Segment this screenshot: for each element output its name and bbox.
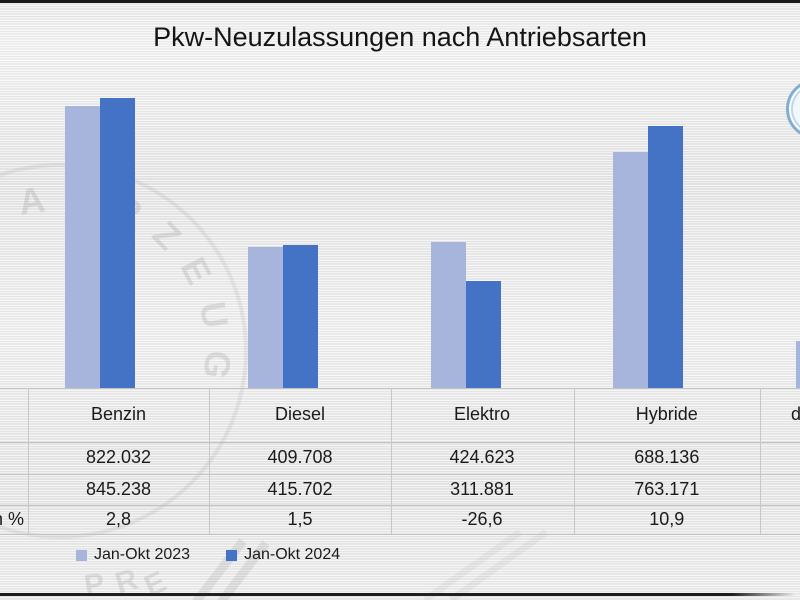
table-col-border-4 <box>760 388 761 534</box>
table-row-label-2: n % <box>0 509 24 529</box>
watermark-slashes-faint <box>422 529 549 600</box>
legend-swatch-2023 <box>76 549 87 561</box>
legend-item-2024: Jan-Okt 2024 <box>226 546 340 564</box>
table-header-benzin: Benzin <box>90 404 147 424</box>
table-row-border-4 <box>0 534 800 535</box>
table-cell-r0-c0: 822.032 <box>85 447 152 467</box>
legend-label-2024: Jan-Okt 2024 <box>244 546 341 563</box>
bar-jan-okt-2024-elektro <box>465 281 501 388</box>
table-cell-r1-c2: 311.881 <box>450 479 514 499</box>
table-cell-r1-c1: 415.702 <box>267 479 333 499</box>
table-cell-r2-c0: 2,8 <box>105 509 132 529</box>
bar-jan-okt-2023-elektro <box>430 242 466 388</box>
table-row-border-0 <box>0 388 800 389</box>
bar-jan-okt-2023-diesel <box>248 247 283 388</box>
bar-jan-okt-2023-benzin <box>65 106 100 388</box>
table-header-cutoff: d <box>791 404 800 424</box>
table-header-hybride: Hybride <box>635 404 698 424</box>
legend-label-2023: Jan-Okt 2023 <box>94 546 191 563</box>
chart-legend: Jan-Okt 2023 Jan-Okt 2024 <box>76 546 340 564</box>
table-col-border-1 <box>209 388 210 534</box>
table-col-border-3 <box>573 388 575 534</box>
table-cell-r1-c3: 763.171 <box>634 479 700 499</box>
table-header-elektro: Elektro <box>453 404 511 424</box>
table-cell-r0-c1: 409.708 <box>267 447 333 467</box>
bottom-edge-line <box>0 593 796 596</box>
circular-logo-icon <box>786 79 800 139</box>
legend-swatch-2024 <box>226 549 238 561</box>
table-col-border-0 <box>28 388 29 534</box>
bar-jan-okt-2023-d <box>796 341 800 388</box>
table-cell-r2-c2: -26,6 <box>461 509 503 529</box>
table-cell-r2-c3: 10,9 <box>649 509 685 529</box>
bar-jan-okt-2024-benzin <box>100 98 135 388</box>
slide-title: Pkw-Neuzulassungen nach Antriebsarten <box>153 22 647 52</box>
table-cell-r1-c0: 845.238 <box>85 479 152 499</box>
bar-jan-okt-2024-hybride <box>648 126 683 388</box>
top-edge-bar <box>0 0 800 3</box>
table-row-border-1 <box>0 442 800 443</box>
table-row-border-3 <box>0 505 800 506</box>
legend-item-2023: Jan-Okt 2023 <box>76 546 190 564</box>
table-header-diesel: Diesel <box>274 404 326 424</box>
table-cell-r2-c1: 1,5 <box>287 509 313 529</box>
table-row-border-2 <box>0 474 800 475</box>
table-cell-r0-c3: 688.136 <box>634 447 700 467</box>
table-cell-r0-c2: 424.623 <box>449 447 515 467</box>
bar-jan-okt-2024-diesel <box>283 245 318 388</box>
table-col-border-2 <box>391 388 392 534</box>
bar-jan-okt-2023-hybride <box>613 152 648 388</box>
